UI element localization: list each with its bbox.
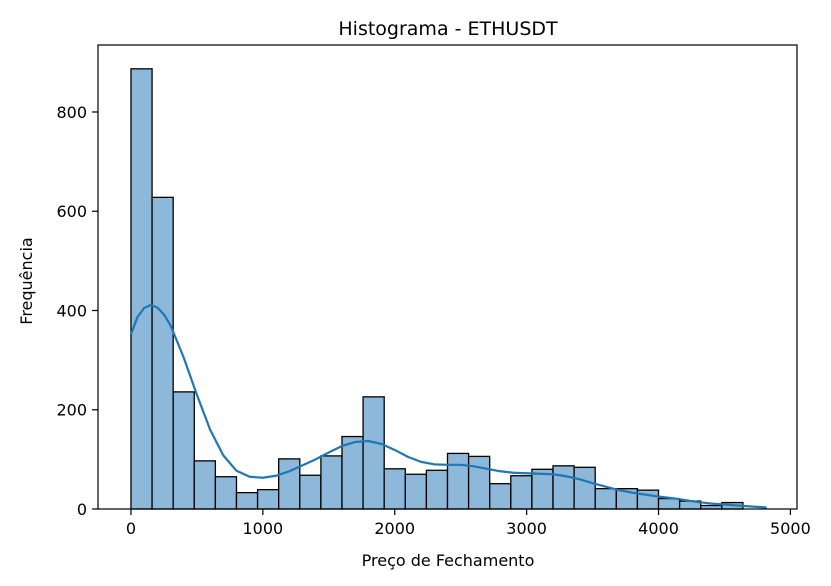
chart-title: Histograma - ETHUSDT xyxy=(338,18,558,40)
histogram-bar-18 xyxy=(510,475,533,510)
histogram-bar-17 xyxy=(489,483,512,510)
histogram-bars xyxy=(130,68,744,510)
x-tick-label-0: 0 xyxy=(126,519,136,538)
x-tick-label-3: 3000 xyxy=(506,519,547,538)
x-axis-label: Preço de Fechamento xyxy=(362,551,535,570)
kde-curve xyxy=(129,303,767,509)
y-tick-label-0: 0 xyxy=(77,500,87,519)
x-tick-label-1: 1000 xyxy=(242,519,283,538)
histogram-bar-0 xyxy=(130,68,153,510)
histogram-bar-2 xyxy=(172,391,195,510)
x-axis: 0 1000 2000 3000 4000 5000 xyxy=(126,509,811,538)
histogram-bar-11 xyxy=(362,396,385,510)
histogram-bar-8 xyxy=(299,474,322,510)
histogram-bar-15 xyxy=(446,452,470,510)
histogram-bar-6 xyxy=(256,488,280,510)
histogram-bar-3 xyxy=(193,460,217,510)
histogram-bar-12 xyxy=(383,468,406,510)
histogram-bar-4 xyxy=(214,476,238,510)
y-tick-label-3: 600 xyxy=(56,202,87,221)
histogram-bar-9 xyxy=(320,455,343,510)
histogram-bar-20 xyxy=(552,465,575,510)
histogram-bar-22 xyxy=(594,488,617,510)
histogram-bar-14 xyxy=(425,469,449,510)
histogram-bar-1 xyxy=(151,196,174,510)
histogram-bar-16 xyxy=(467,455,491,510)
y-tick-label-4: 800 xyxy=(56,103,87,122)
y-axis: 0 200 400 600 800 xyxy=(56,103,98,519)
histogram-bar-13 xyxy=(404,473,428,510)
y-axis-label: Frequência xyxy=(17,237,36,324)
x-tick-label-5: 5000 xyxy=(770,519,811,538)
x-tick-label-4: 4000 xyxy=(638,519,679,538)
histogram-bar-25 xyxy=(657,497,681,510)
x-tick-label-2: 2000 xyxy=(374,519,415,538)
histogram-bar-10 xyxy=(341,435,364,510)
plot-frame xyxy=(97,44,798,510)
histogram-bar-5 xyxy=(235,491,259,510)
histogram-bar-19 xyxy=(531,468,554,510)
y-tick-label-2: 400 xyxy=(56,301,87,320)
histogram-bar-7 xyxy=(278,458,301,510)
histogram-bar-21 xyxy=(573,466,596,510)
y-tick-label-1: 200 xyxy=(56,401,87,420)
